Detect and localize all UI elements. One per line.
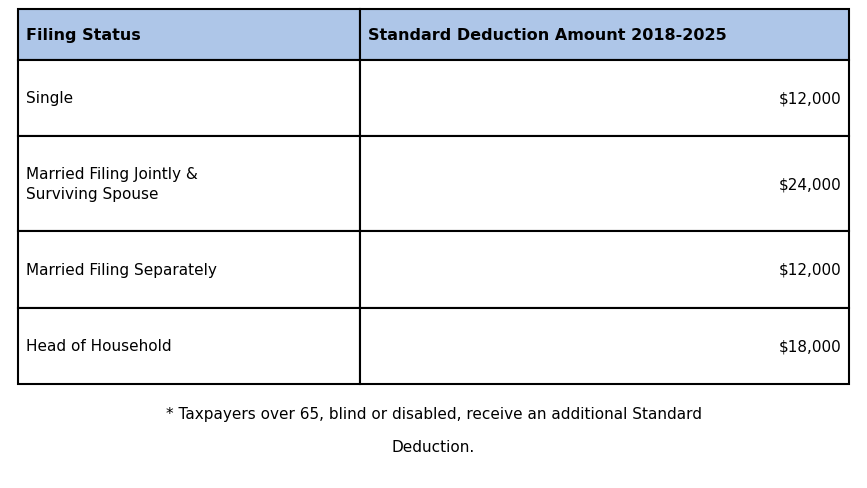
Bar bbox=[360, 10, 849, 61]
Text: Filing Status: Filing Status bbox=[26, 28, 140, 42]
Bar bbox=[18, 61, 360, 137]
Text: Married Filing Jointly &
Surviving Spouse: Married Filing Jointly & Surviving Spous… bbox=[26, 167, 198, 202]
Text: Single: Single bbox=[26, 91, 73, 106]
Bar bbox=[360, 61, 849, 137]
Text: Standard Deduction Amount 2018-2025: Standard Deduction Amount 2018-2025 bbox=[368, 28, 727, 42]
Text: $12,000: $12,000 bbox=[779, 91, 841, 106]
Bar bbox=[18, 137, 360, 232]
Bar bbox=[18, 10, 360, 61]
Bar bbox=[360, 232, 849, 308]
Bar bbox=[360, 137, 849, 232]
Text: $24,000: $24,000 bbox=[779, 177, 841, 192]
Text: $18,000: $18,000 bbox=[779, 339, 841, 354]
Bar bbox=[18, 232, 360, 308]
Bar bbox=[360, 308, 849, 384]
Text: Deduction.: Deduction. bbox=[392, 439, 475, 453]
Text: * Taxpayers over 65, blind or disabled, receive an additional Standard: * Taxpayers over 65, blind or disabled, … bbox=[166, 407, 701, 422]
Text: Head of Household: Head of Household bbox=[26, 339, 172, 354]
Bar bbox=[18, 308, 360, 384]
Text: $12,000: $12,000 bbox=[779, 263, 841, 277]
Text: Married Filing Separately: Married Filing Separately bbox=[26, 263, 217, 277]
